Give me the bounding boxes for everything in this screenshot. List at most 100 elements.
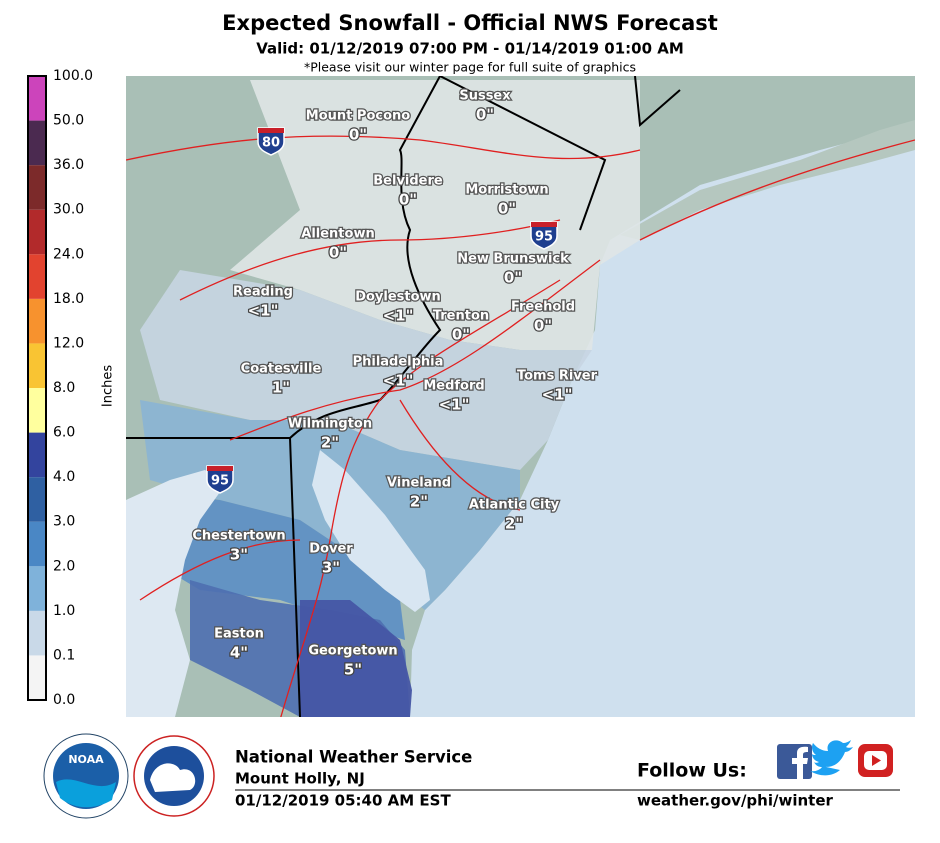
- legend-label: 3.0: [53, 514, 75, 530]
- legend-swatch: [28, 477, 46, 522]
- place-amount: <1": [542, 386, 573, 404]
- noaa-logo-text: NOAA: [68, 753, 104, 766]
- legend-frame: [27, 75, 47, 701]
- shield-number: 95: [535, 230, 553, 245]
- legend-label: 4.0: [53, 469, 75, 485]
- place-name: Toms River: [517, 369, 598, 384]
- legend-label: 50.0: [53, 113, 84, 129]
- place-amount: 0": [504, 269, 522, 287]
- place-amount: 5": [344, 661, 362, 679]
- long-island: [620, 120, 915, 240]
- legend-swatch: [28, 165, 46, 210]
- follow-label: Follow Us:: [637, 760, 747, 782]
- place-name: Chestertown: [192, 529, 285, 544]
- place-amount: 2": [410, 493, 428, 511]
- place-amount: 0": [534, 317, 552, 335]
- nws-logo-cloud: [150, 763, 196, 792]
- legend-label: 18.0: [53, 291, 84, 307]
- place-amount: 2": [505, 515, 523, 533]
- place-name: Medford: [423, 379, 484, 394]
- legend-swatch: [28, 388, 46, 433]
- place-amount: <1": [383, 307, 414, 325]
- legend: Inches 0.0 0.1 1.0 2.0 3.0 4.0 6.0 8.0 12.0 18.0 2…: [27, 68, 116, 708]
- legend-label: 8.0: [53, 380, 75, 396]
- legend-swatch: [28, 298, 46, 344]
- note: *Please visit our winter page for full s…: [304, 60, 636, 75]
- legend-label: 12.0: [53, 335, 84, 351]
- legend-swatch: [28, 566, 46, 611]
- place-name: Morristown: [465, 183, 548, 198]
- place-name: Atlantic City: [469, 498, 560, 513]
- place-name: Philadelphia: [353, 355, 444, 370]
- place-name: Sussex: [459, 89, 511, 104]
- snow-zero: [230, 80, 640, 350]
- twitter-icon[interactable]: [810, 740, 853, 776]
- place-name: Georgetown: [308, 644, 397, 659]
- legend-label: 36.0: [53, 157, 84, 173]
- noaa-logo-wave: [56, 779, 116, 808]
- issued: 01/12/2019 05:40 AM EST: [235, 792, 451, 810]
- place-amount: 3": [230, 546, 248, 564]
- shield: [257, 127, 285, 156]
- place-name: Vineland: [387, 476, 451, 491]
- url: weather.gov/phi/winter: [637, 792, 833, 810]
- legend-swatch: [28, 209, 46, 255]
- place-name: Easton: [214, 627, 264, 642]
- legend-swatch: [28, 655, 46, 700]
- place-amount: <1": [383, 372, 414, 390]
- shield-number: 80: [262, 136, 280, 151]
- shield-top: [531, 222, 557, 227]
- place-amount: 4": [230, 644, 248, 662]
- place-amount: <1": [248, 302, 279, 320]
- place-amount: 3": [322, 559, 340, 577]
- legend-swatch: [28, 432, 46, 478]
- legend-label: 6.0: [53, 425, 75, 441]
- legend-label: 1.0: [53, 603, 75, 619]
- place-amount: 1": [272, 379, 290, 397]
- place-amount: 0": [349, 126, 367, 144]
- place-name: Coatesville: [241, 362, 322, 377]
- place-amount: <1": [439, 396, 470, 414]
- shield: [206, 465, 234, 494]
- location: Mount Holly, NJ: [235, 770, 365, 788]
- legend-label: 0.1: [53, 647, 75, 663]
- legend-swatch: [28, 76, 46, 121]
- legend-label: 24.0: [53, 246, 84, 262]
- legend-label: 0.0: [53, 692, 75, 708]
- place-name: Mount Pocono: [306, 109, 410, 124]
- footer: NOAA National Weather Service Mount Holl…: [43, 733, 900, 819]
- legend-swatch: [28, 610, 46, 656]
- shield-top: [258, 128, 284, 133]
- place-name: Wilmington: [288, 417, 372, 432]
- place-amount: 0": [498, 200, 516, 218]
- legend-label: 30.0: [53, 202, 84, 218]
- shield: [530, 221, 558, 250]
- legend-title: Inches: [101, 365, 116, 407]
- place-name: Trenton: [433, 309, 489, 324]
- youtube-play: [872, 755, 881, 766]
- map: Mount Pocono 0" Sussex 0" Belvidere 0" Morrist…: [126, 76, 915, 717]
- legend-label: 2.0: [53, 558, 75, 574]
- legend-swatch: [28, 254, 46, 299]
- place-amount: 0": [329, 244, 347, 262]
- shield-number: 95: [211, 474, 229, 489]
- office: National Weather Service: [235, 748, 472, 767]
- legend-swatch: [28, 521, 46, 567]
- place-name: Belvidere: [373, 174, 443, 189]
- state-borders: [126, 76, 681, 717]
- legend-label: 100.0: [53, 68, 93, 84]
- legend-swatch: [28, 343, 46, 388]
- legend-swatch: [28, 120, 46, 166]
- place-name: Freehold: [511, 300, 575, 315]
- delaware-bay: [312, 450, 430, 612]
- highways: [126, 135, 915, 717]
- place-amount: 0": [399, 191, 417, 209]
- place-amount: 2": [321, 434, 339, 452]
- chesapeake-bay: [126, 470, 225, 717]
- place-name: Dover: [309, 542, 353, 557]
- place-name: Doylestown: [355, 290, 441, 305]
- place-name: Reading: [233, 285, 293, 300]
- place-amount: 0": [452, 326, 470, 344]
- snow-4-6: [300, 600, 412, 717]
